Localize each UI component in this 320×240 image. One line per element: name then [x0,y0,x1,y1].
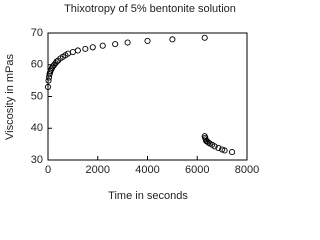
point [211,143,218,150]
x-tick-label: 8000 [235,164,259,176]
point [112,41,119,48]
point [89,44,96,51]
chart: Thixotropy of 5% bentonite solution Time… [4,3,259,202]
x-tick-label: 6000 [185,164,209,176]
y-tick-label: 30 [31,154,43,166]
point [74,47,81,54]
point [45,77,52,84]
point [99,42,106,49]
y-tick-label: 50 [31,90,43,102]
point [44,83,52,91]
x-axis-label: Time in seconds [108,190,188,202]
point [221,147,228,154]
y-tick-label: 60 [31,59,43,71]
chart-title: Thixotropy of 5% bentonite solution [64,3,236,15]
y-tick-label: 70 [31,27,43,39]
point [82,45,89,52]
y-axis-label: Viscosity in mPas [4,54,16,140]
point [69,49,76,56]
point [144,37,151,44]
x-tick-label: 2000 [86,164,110,176]
point [215,144,222,151]
x-tick-label: 4000 [135,164,159,176]
x-tick-label: 0 [45,164,51,176]
point [53,58,60,65]
plot-frame [47,32,248,161]
y-tick-label: 40 [31,122,43,134]
point [169,36,176,43]
point [124,39,131,46]
point [229,149,236,156]
point [201,34,208,41]
